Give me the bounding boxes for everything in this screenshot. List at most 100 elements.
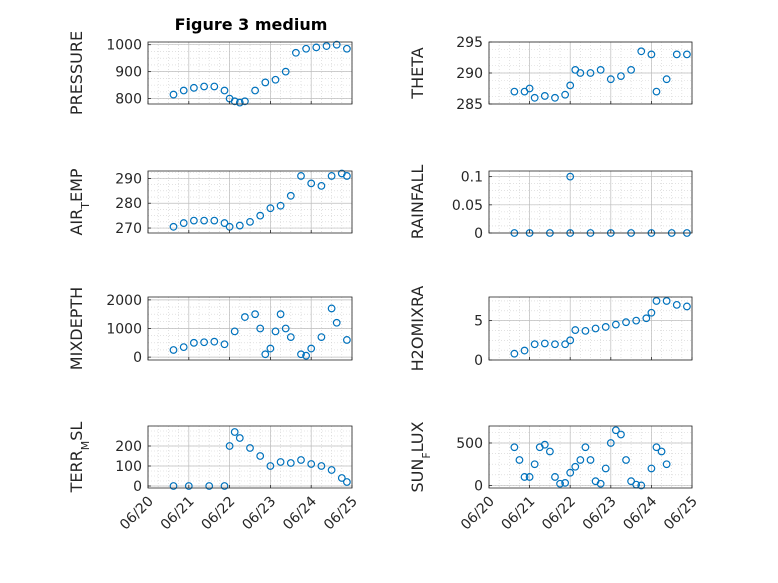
data-point	[622, 318, 630, 327]
panel-h2omixra: 0 5 H2OMIXRA	[408, 286, 693, 371]
data-point	[556, 479, 564, 488]
data-point	[540, 92, 549, 100]
data-point	[307, 344, 316, 353]
data-point	[281, 67, 290, 76]
data-point	[297, 172, 305, 180]
panel-mixdepth: 0 1000 2000 MIXDEPTH	[67, 287, 353, 370]
data-point	[179, 219, 188, 227]
y-axis-label: TERRMSL	[67, 422, 92, 494]
data-point	[601, 464, 610, 473]
data-point	[276, 201, 285, 210]
data-point	[240, 97, 249, 106]
data-point	[657, 447, 666, 456]
data-point	[551, 93, 559, 102]
y-tick-label: 500	[456, 436, 483, 452]
y-tick-label: 800	[115, 92, 142, 108]
data-point	[261, 350, 270, 359]
data-point	[510, 349, 519, 358]
data-point	[627, 65, 635, 74]
x-tick-label: 06/24	[280, 493, 320, 533]
data-point	[312, 43, 321, 52]
data-point	[561, 90, 570, 99]
data-point	[251, 86, 260, 95]
data-point	[210, 337, 219, 346]
y-tick-label: 280	[115, 196, 142, 212]
data-point	[327, 172, 336, 180]
data-point	[271, 327, 280, 336]
data-point	[652, 443, 661, 452]
data-point	[683, 50, 691, 59]
data-point	[566, 81, 575, 90]
data-point	[307, 179, 316, 188]
data-point	[662, 75, 671, 84]
data-point	[210, 82, 219, 91]
data-point	[581, 326, 590, 335]
data-point	[286, 459, 295, 467]
data-point	[520, 346, 529, 355]
data-point	[286, 333, 295, 341]
y-tick-label: 285	[456, 97, 483, 113]
data-point	[200, 82, 209, 91]
x-tick-label: 06/23	[239, 494, 279, 534]
data-point	[251, 310, 260, 319]
data-point	[637, 481, 646, 490]
data-point	[683, 302, 691, 311]
data-point	[327, 304, 336, 313]
data-point	[235, 434, 244, 442]
y-axis-label: SUNFLUX	[408, 421, 433, 492]
data-point	[337, 474, 346, 482]
x-tick-label: 06/21	[158, 494, 198, 534]
data-point	[230, 428, 239, 436]
data-point	[566, 336, 575, 345]
x-tick-label: 06/20	[458, 494, 498, 534]
data-point	[343, 336, 351, 344]
data-point	[230, 327, 239, 336]
data-point	[343, 478, 351, 486]
panel-pressure: 800 900 1000 PRESSURE	[67, 31, 353, 115]
data-point	[256, 211, 265, 220]
data-point	[332, 40, 341, 49]
y-axis-label: RAINFALL	[408, 165, 427, 240]
data-point	[297, 456, 305, 464]
data-point	[292, 48, 300, 57]
panel-air-temp: 270 280 290 AIRTEMP	[67, 168, 353, 237]
data-point	[200, 338, 209, 347]
data-point	[317, 181, 326, 190]
panel-terr-msl: 0 100 200 06/20 06/21 06/22 06/23 06/24 06/25 TER…	[67, 422, 361, 534]
data-point	[235, 98, 244, 107]
data-point	[302, 44, 311, 53]
data-point	[297, 350, 305, 359]
data-point	[261, 78, 270, 87]
data-point	[672, 50, 681, 59]
data-point	[652, 87, 661, 96]
data-point	[586, 69, 595, 77]
x-tick-label: 06/25	[321, 494, 361, 534]
axes-box	[147, 170, 353, 234]
data-point	[266, 204, 275, 213]
data-point	[322, 42, 331, 50]
data-point	[530, 340, 539, 349]
data-point	[510, 87, 519, 96]
data-point	[551, 473, 559, 481]
data-point	[276, 458, 285, 466]
y-tick-label: 290	[115, 171, 142, 187]
data-point	[576, 69, 585, 77]
axes-box	[488, 296, 693, 361]
data-point	[566, 172, 575, 181]
y-tick-label: 290	[456, 66, 483, 82]
data-point	[169, 222, 178, 231]
data-point	[169, 90, 178, 99]
data-point	[540, 339, 549, 348]
data-point	[637, 47, 646, 56]
data-point	[611, 320, 620, 329]
data-point	[317, 333, 326, 341]
y-tick-label: 0	[133, 350, 142, 366]
x-tick-label: 06/20	[117, 494, 157, 534]
data-point	[225, 442, 234, 450]
data-point	[525, 473, 534, 481]
data-point	[561, 479, 570, 487]
data-point	[525, 84, 534, 93]
data-point	[520, 473, 529, 481]
data-point	[571, 326, 580, 334]
data-point	[540, 440, 549, 449]
